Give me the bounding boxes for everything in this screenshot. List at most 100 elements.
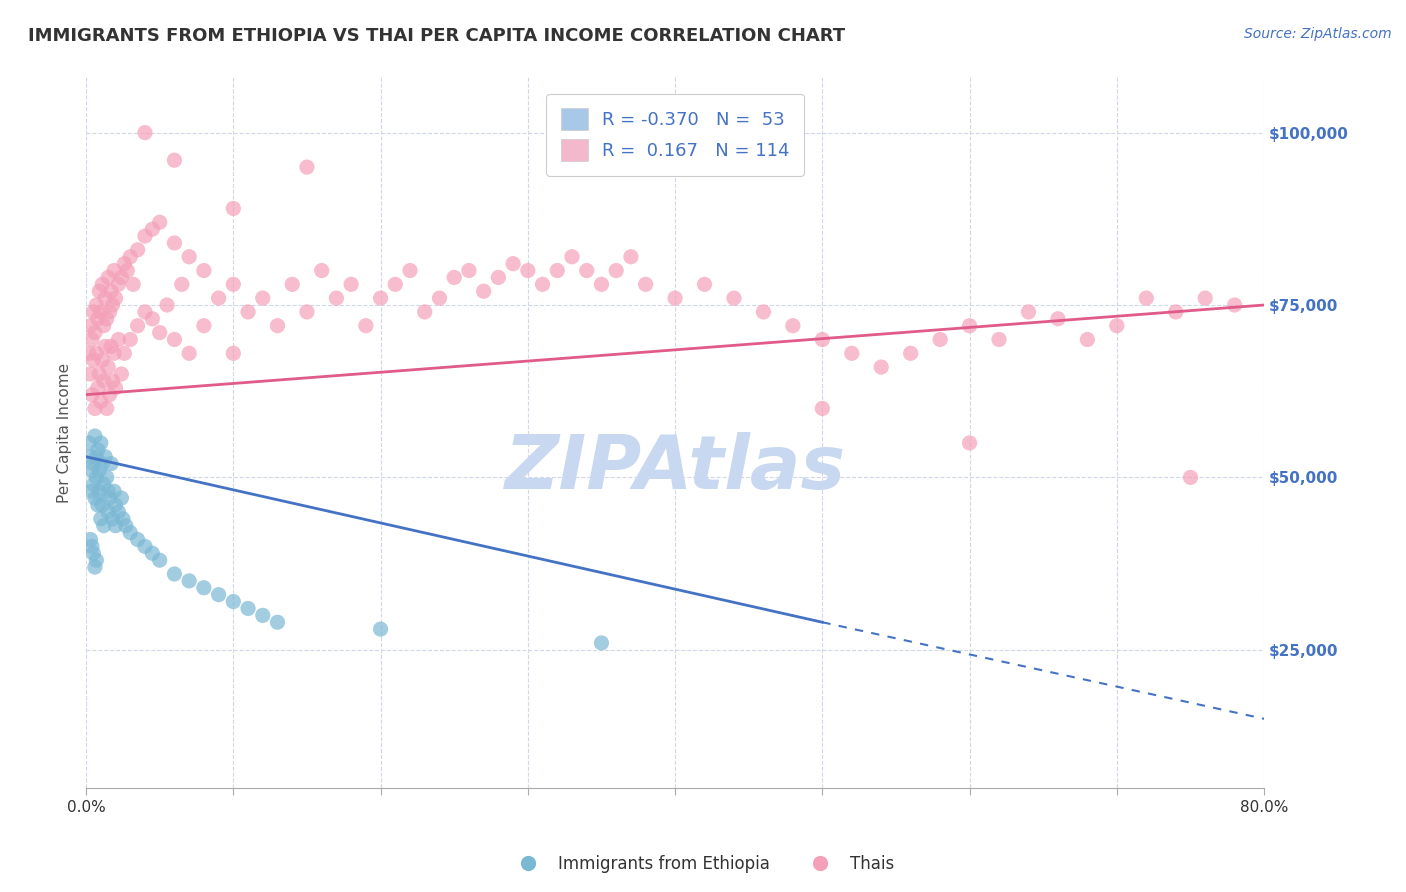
Point (1223, 298, 1246, 312)
Y-axis label: Per Capita Income: Per Capita Income (58, 362, 72, 503)
Point (87, 381, 110, 395)
Point (86, 470, 108, 484)
Point (96, 311, 118, 326)
Point (207, 291, 229, 305)
Point (429, 291, 451, 305)
Point (97, 484, 120, 499)
Point (112, 346, 135, 360)
Point (141, 222, 163, 236)
Point (236, 305, 259, 319)
Point (83, 491, 105, 505)
Point (91, 277, 114, 292)
Point (107, 505, 129, 519)
Point (399, 263, 422, 277)
Point (79, 533, 101, 547)
Point (811, 333, 834, 347)
Point (179, 250, 201, 264)
Point (101, 512, 124, 526)
Point (101, 374, 124, 388)
Point (134, 126, 156, 140)
Point (120, 333, 142, 347)
Point (149, 215, 172, 229)
Point (96, 401, 118, 416)
Point (110, 367, 132, 381)
Point (723, 291, 745, 305)
Point (100, 339, 122, 353)
Point (104, 291, 127, 305)
Point (472, 284, 495, 298)
Point (97, 360, 120, 375)
Point (1194, 291, 1216, 305)
Point (97, 270, 120, 285)
Point (370, 622, 392, 636)
Point (112, 257, 135, 271)
Point (207, 588, 229, 602)
Point (90, 305, 112, 319)
Point (163, 153, 186, 168)
Point (104, 498, 127, 512)
Point (782, 318, 804, 333)
Point (1105, 318, 1128, 333)
Point (959, 318, 981, 333)
Point (91, 498, 114, 512)
Point (870, 360, 893, 375)
Point (90, 512, 112, 526)
Point (79, 367, 101, 381)
Point (1046, 311, 1069, 326)
Point (693, 277, 716, 292)
Point (413, 305, 436, 319)
Point (103, 346, 125, 360)
Point (86, 553, 108, 567)
Point (93, 374, 115, 388)
Point (959, 436, 981, 450)
Point (546, 263, 568, 277)
Point (354, 318, 377, 333)
Point (900, 346, 922, 360)
Point (149, 326, 172, 340)
Point (107, 333, 129, 347)
Point (295, 160, 318, 174)
Point (591, 277, 613, 292)
Point (222, 277, 245, 292)
Point (163, 235, 186, 250)
Point (82, 477, 104, 491)
Point (93, 518, 115, 533)
Point (96, 470, 118, 484)
Point (87, 311, 110, 326)
Point (384, 277, 406, 292)
Point (127, 243, 149, 257)
Point (110, 270, 132, 285)
Point (170, 277, 193, 292)
Point (929, 333, 952, 347)
Point (340, 277, 363, 292)
Point (193, 318, 215, 333)
Point (179, 574, 201, 588)
Point (91, 353, 114, 368)
Point (664, 291, 686, 305)
Point (77, 346, 100, 360)
Point (103, 484, 125, 499)
Point (77, 436, 100, 450)
Text: IMMIGRANTS FROM ETHIOPIA VS THAI PER CAPITA INCOME CORRELATION CHART: IMMIGRANTS FROM ETHIOPIA VS THAI PER CAP… (28, 27, 845, 45)
Point (1135, 291, 1157, 305)
Point (193, 581, 215, 595)
Point (127, 533, 149, 547)
Point (100, 457, 122, 471)
Point (443, 270, 465, 285)
Point (1164, 305, 1187, 319)
Point (93, 318, 115, 333)
Point (80, 387, 103, 401)
Point (281, 277, 304, 292)
Point (82, 546, 104, 560)
Point (89, 367, 111, 381)
Point (620, 250, 643, 264)
Text: Source: ZipAtlas.com: Source: ZipAtlas.com (1244, 27, 1392, 41)
Point (91, 457, 114, 471)
Point (86, 346, 108, 360)
Point (117, 263, 139, 277)
Point (114, 518, 136, 533)
Point (370, 291, 392, 305)
Point (83, 429, 105, 443)
Point (90, 436, 112, 450)
Point (89, 463, 111, 477)
